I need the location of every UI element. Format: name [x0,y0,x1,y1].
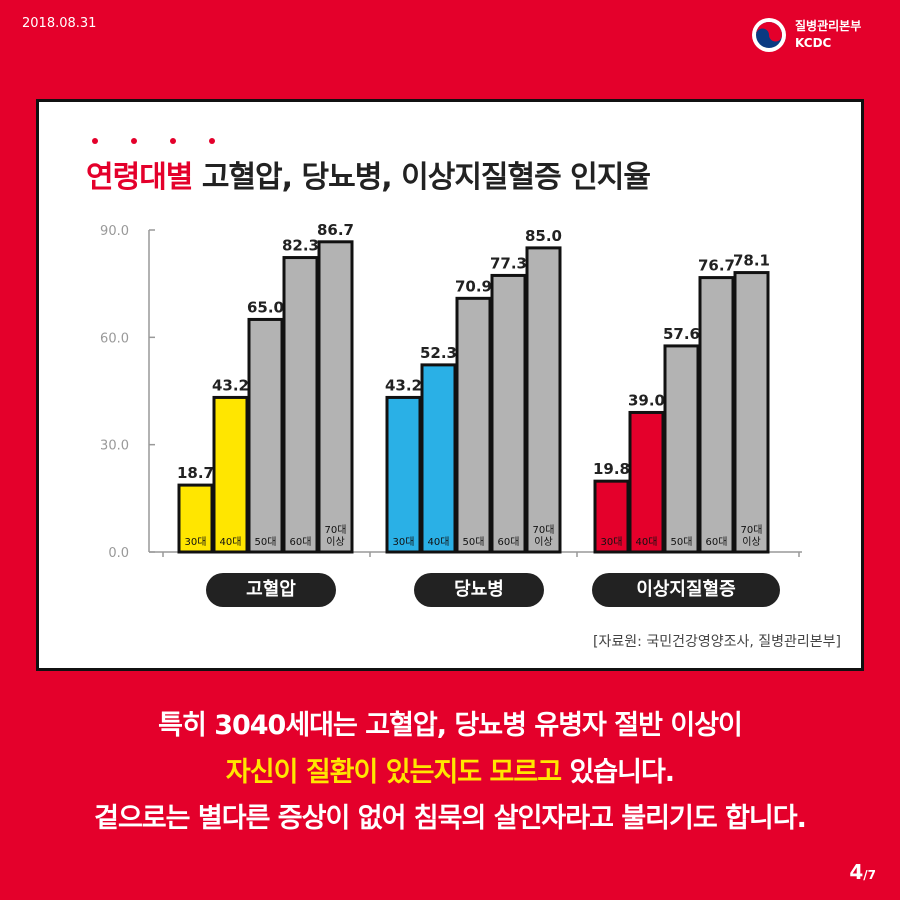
y-tick-label: 0.0 [108,546,129,561]
data-label: 82.3 [282,237,319,255]
org-name-kr: 질병관리본부 [795,19,862,33]
age-label: 40대 [220,536,242,548]
y-tick-label: 60.0 [100,331,129,346]
bar-diabetes-1 [420,363,457,554]
data-label: 52.3 [420,344,457,362]
bar-diabetes-0 [385,395,422,554]
data-source: [자료원: 국민건강영양조사, 질병관리본부] [593,634,841,650]
data-label: 18.7 [177,464,214,482]
caption-line-1: 특히 3040세대는 고혈압, 당뇨병 유병자 절반 이상이 [158,710,743,741]
bar-hypertension-3 [282,256,319,554]
data-label: 77.3 [490,254,527,272]
y-tick-label: 90.0 [100,224,129,239]
bar-diabetes-3 [490,273,527,554]
data-label: 43.2 [212,376,249,394]
bar-diabetes-2 [455,296,492,554]
group-label-dyslipidemia: 이상지질혈증 [592,573,780,607]
group-label-hypertension: 고혈압 [206,573,336,607]
caption-line-3: 겉으로는 별다른 증상이 없어 침묵의 살인자라고 불리기도 합니다. [94,803,807,834]
page-total: /7 [863,868,876,882]
bar-dyslipidemia-2 [663,344,700,554]
data-label: 65.0 [247,298,284,316]
org-name: 질병관리본부 KCDC [795,18,861,52]
bar-chart: 0.0 30.0 60.0 90.0 18.7 30대 43.2 40대 65.0 50대 82.3… [100,221,802,561]
age-label: 30대 [393,536,415,548]
age-label: 이상 [534,536,552,548]
data-label: 39.0 [628,391,665,409]
age-label: 30대 [601,536,623,548]
age-label: 60대 [498,536,520,548]
taegeuk-logo-icon [756,22,782,48]
y-tick-label: 30.0 [100,439,129,454]
date: 2018.08.31 [22,16,97,31]
caption-line-2: 자신이 질환이 있는지도 모르고 있습니다. [0,750,900,789]
bar-dyslipidemia-1 [628,410,665,554]
age-label: 60대 [290,536,312,548]
caption-line-2-rest: 있습니다. [561,757,675,788]
data-label: 43.2 [385,376,422,394]
bar-dyslipidemia-3 [698,276,735,554]
data-label: 76.7 [698,257,735,275]
age-label: 50대 [463,536,485,548]
age-label: 50대 [255,536,277,548]
age-label: 40대 [428,536,450,548]
kcdc-logo [752,18,786,52]
data-label: 78.1 [733,252,770,270]
age-label: 이상 [742,536,760,548]
chart-title: 연령대별 고혈압, 당뇨병, 이상지질혈증 인지율 [86,152,651,196]
chart-panel: 연령대별 고혈압, 당뇨병, 이상지질혈증 인지율 0.0 30.0 60.0 90.… [36,99,864,671]
age-label: 50대 [671,536,693,548]
chart-title-rest: 고혈압, 당뇨병, 이상지질혈증 인지율 [192,160,651,195]
age-label: 30대 [185,536,207,548]
bar-hypertension-4 [317,240,354,554]
bar-hypertension-1 [212,395,249,554]
age-label: 70대 [741,524,763,536]
bar-dyslipidemia-0 [593,479,630,554]
data-label: 85.0 [525,227,562,245]
data-label: 57.6 [663,325,700,343]
caption-line-2-highlight: 자신이 질환이 있는지도 모르고 [225,757,562,788]
bar-diabetes-4 [525,246,562,554]
bar-hypertension-2 [247,317,284,554]
bar-dyslipidemia-4 [733,271,770,554]
age-label: 70대 [325,524,347,536]
chart-title-highlight: 연령대별 [86,160,193,195]
data-label: 70.9 [455,277,492,295]
org-name-en: KCDC [795,36,832,50]
data-label: 19.8 [593,460,630,478]
page-current: 4 [849,860,864,884]
age-label: 70대 [533,524,555,536]
age-label: 이상 [326,536,344,548]
age-label: 40대 [636,536,658,548]
bar-hypertension-0 [177,483,214,554]
group-label-diabetes: 당뇨병 [414,573,544,607]
age-label: 60대 [706,536,728,548]
data-label: 86.7 [317,221,354,239]
page-indicator: 4/7 [849,860,876,884]
